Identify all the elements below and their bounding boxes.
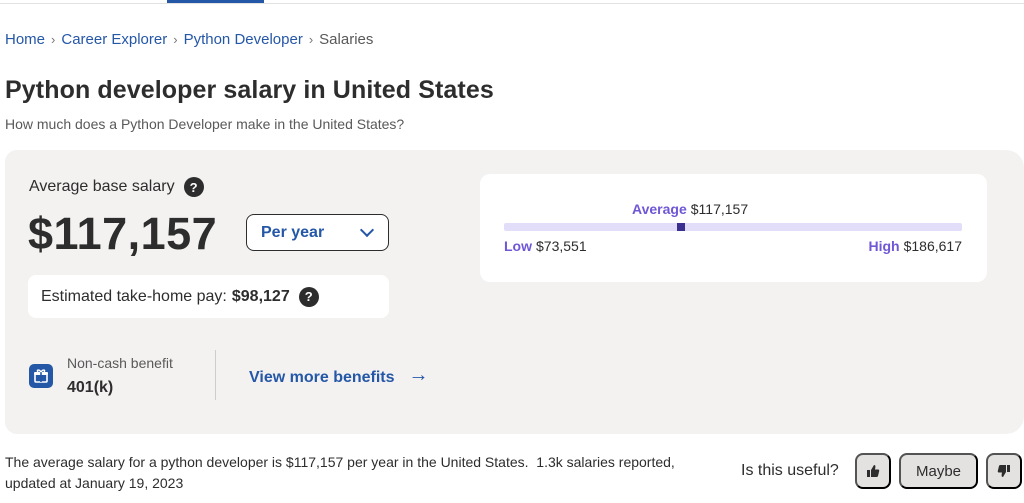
range-average-label: Average $117,157	[632, 201, 748, 217]
view-more-benefits-text: View more benefits	[249, 369, 395, 386]
salary-range-box: Average $117,157 Low $73,551 High $186,617	[480, 174, 987, 282]
range-average-key: Average	[632, 201, 687, 217]
question-circle-icon[interactable]: ?	[298, 286, 319, 307]
breadcrumb-current: Salaries	[319, 31, 374, 48]
breadcrumb-separator: ›	[173, 32, 178, 47]
thumbs-down-icon	[997, 465, 1010, 477]
range-low-key: Low	[504, 238, 532, 254]
view-more-benefits-link[interactable]: View more benefits →	[249, 365, 429, 387]
gift-icon	[29, 364, 53, 388]
average-salary-amount: $117,157	[28, 208, 218, 259]
breadcrumb-separator: ›	[308, 32, 314, 47]
range-low-value: $73,551	[536, 238, 587, 254]
thumbs-down-button[interactable]	[986, 453, 1022, 489]
breadcrumb-home[interactable]: Home	[5, 31, 46, 48]
arrow-right-icon: →	[408, 364, 429, 386]
pay-period-select[interactable]: Per year	[246, 214, 389, 251]
breadcrumb: Home › Career Explorer › Python Develope…	[5, 31, 373, 48]
feedback-question: Is this useful?	[741, 462, 839, 479]
salary-summary: The average salary for a python develope…	[5, 452, 685, 494]
average-salary-label-text: Average base salary	[29, 178, 175, 195]
salary-range-bar	[504, 223, 962, 231]
range-high-value: $186,617	[903, 238, 962, 254]
maybe-button[interactable]: Maybe	[899, 453, 978, 489]
breadcrumb-python-developer[interactable]: Python Developer	[183, 31, 303, 48]
breadcrumb-separator: ›	[51, 32, 56, 47]
average-salary-marker	[676, 223, 685, 231]
page-title: Python developer salary in United States	[5, 76, 494, 104]
takehome-label: Estimated take-home pay:	[41, 287, 227, 305]
salary-summary-text: The average salary for a python develope…	[5, 454, 529, 470]
top-nav-underline	[0, 0, 1024, 4]
benefit-label: Non-cash benefit	[67, 355, 173, 371]
takehome-pay-box: Estimated take-home pay: $98,127 ?	[28, 275, 389, 318]
pay-period-value: Per year	[261, 223, 325, 241]
salaries-reported-text: 1.3k salaries reported, updated at Janua…	[5, 454, 675, 491]
range-average-value: $117,157	[690, 201, 749, 217]
benefit-value: 401(k)	[67, 379, 114, 396]
average-salary-label: Average base salary ?	[29, 177, 204, 197]
range-high-label: High $186,617	[868, 238, 962, 254]
question-circle-icon[interactable]: ?	[183, 177, 204, 197]
breadcrumb-career-explorer[interactable]: Career Explorer	[61, 31, 168, 48]
chevron-down-icon	[359, 222, 375, 238]
salary-card: Average base salary ? $117,157 Per year …	[5, 150, 1024, 434]
active-tab-indicator	[167, 0, 264, 3]
takehome-value: $98,127	[231, 287, 290, 305]
range-high-key: High	[868, 238, 900, 254]
range-low-label: Low $73,551	[504, 238, 587, 254]
page-subtitle: How much does a Python Developer make in…	[5, 116, 405, 132]
thumbs-up-button[interactable]	[855, 453, 891, 489]
divider	[215, 350, 216, 400]
thumbs-up-icon	[867, 465, 880, 477]
